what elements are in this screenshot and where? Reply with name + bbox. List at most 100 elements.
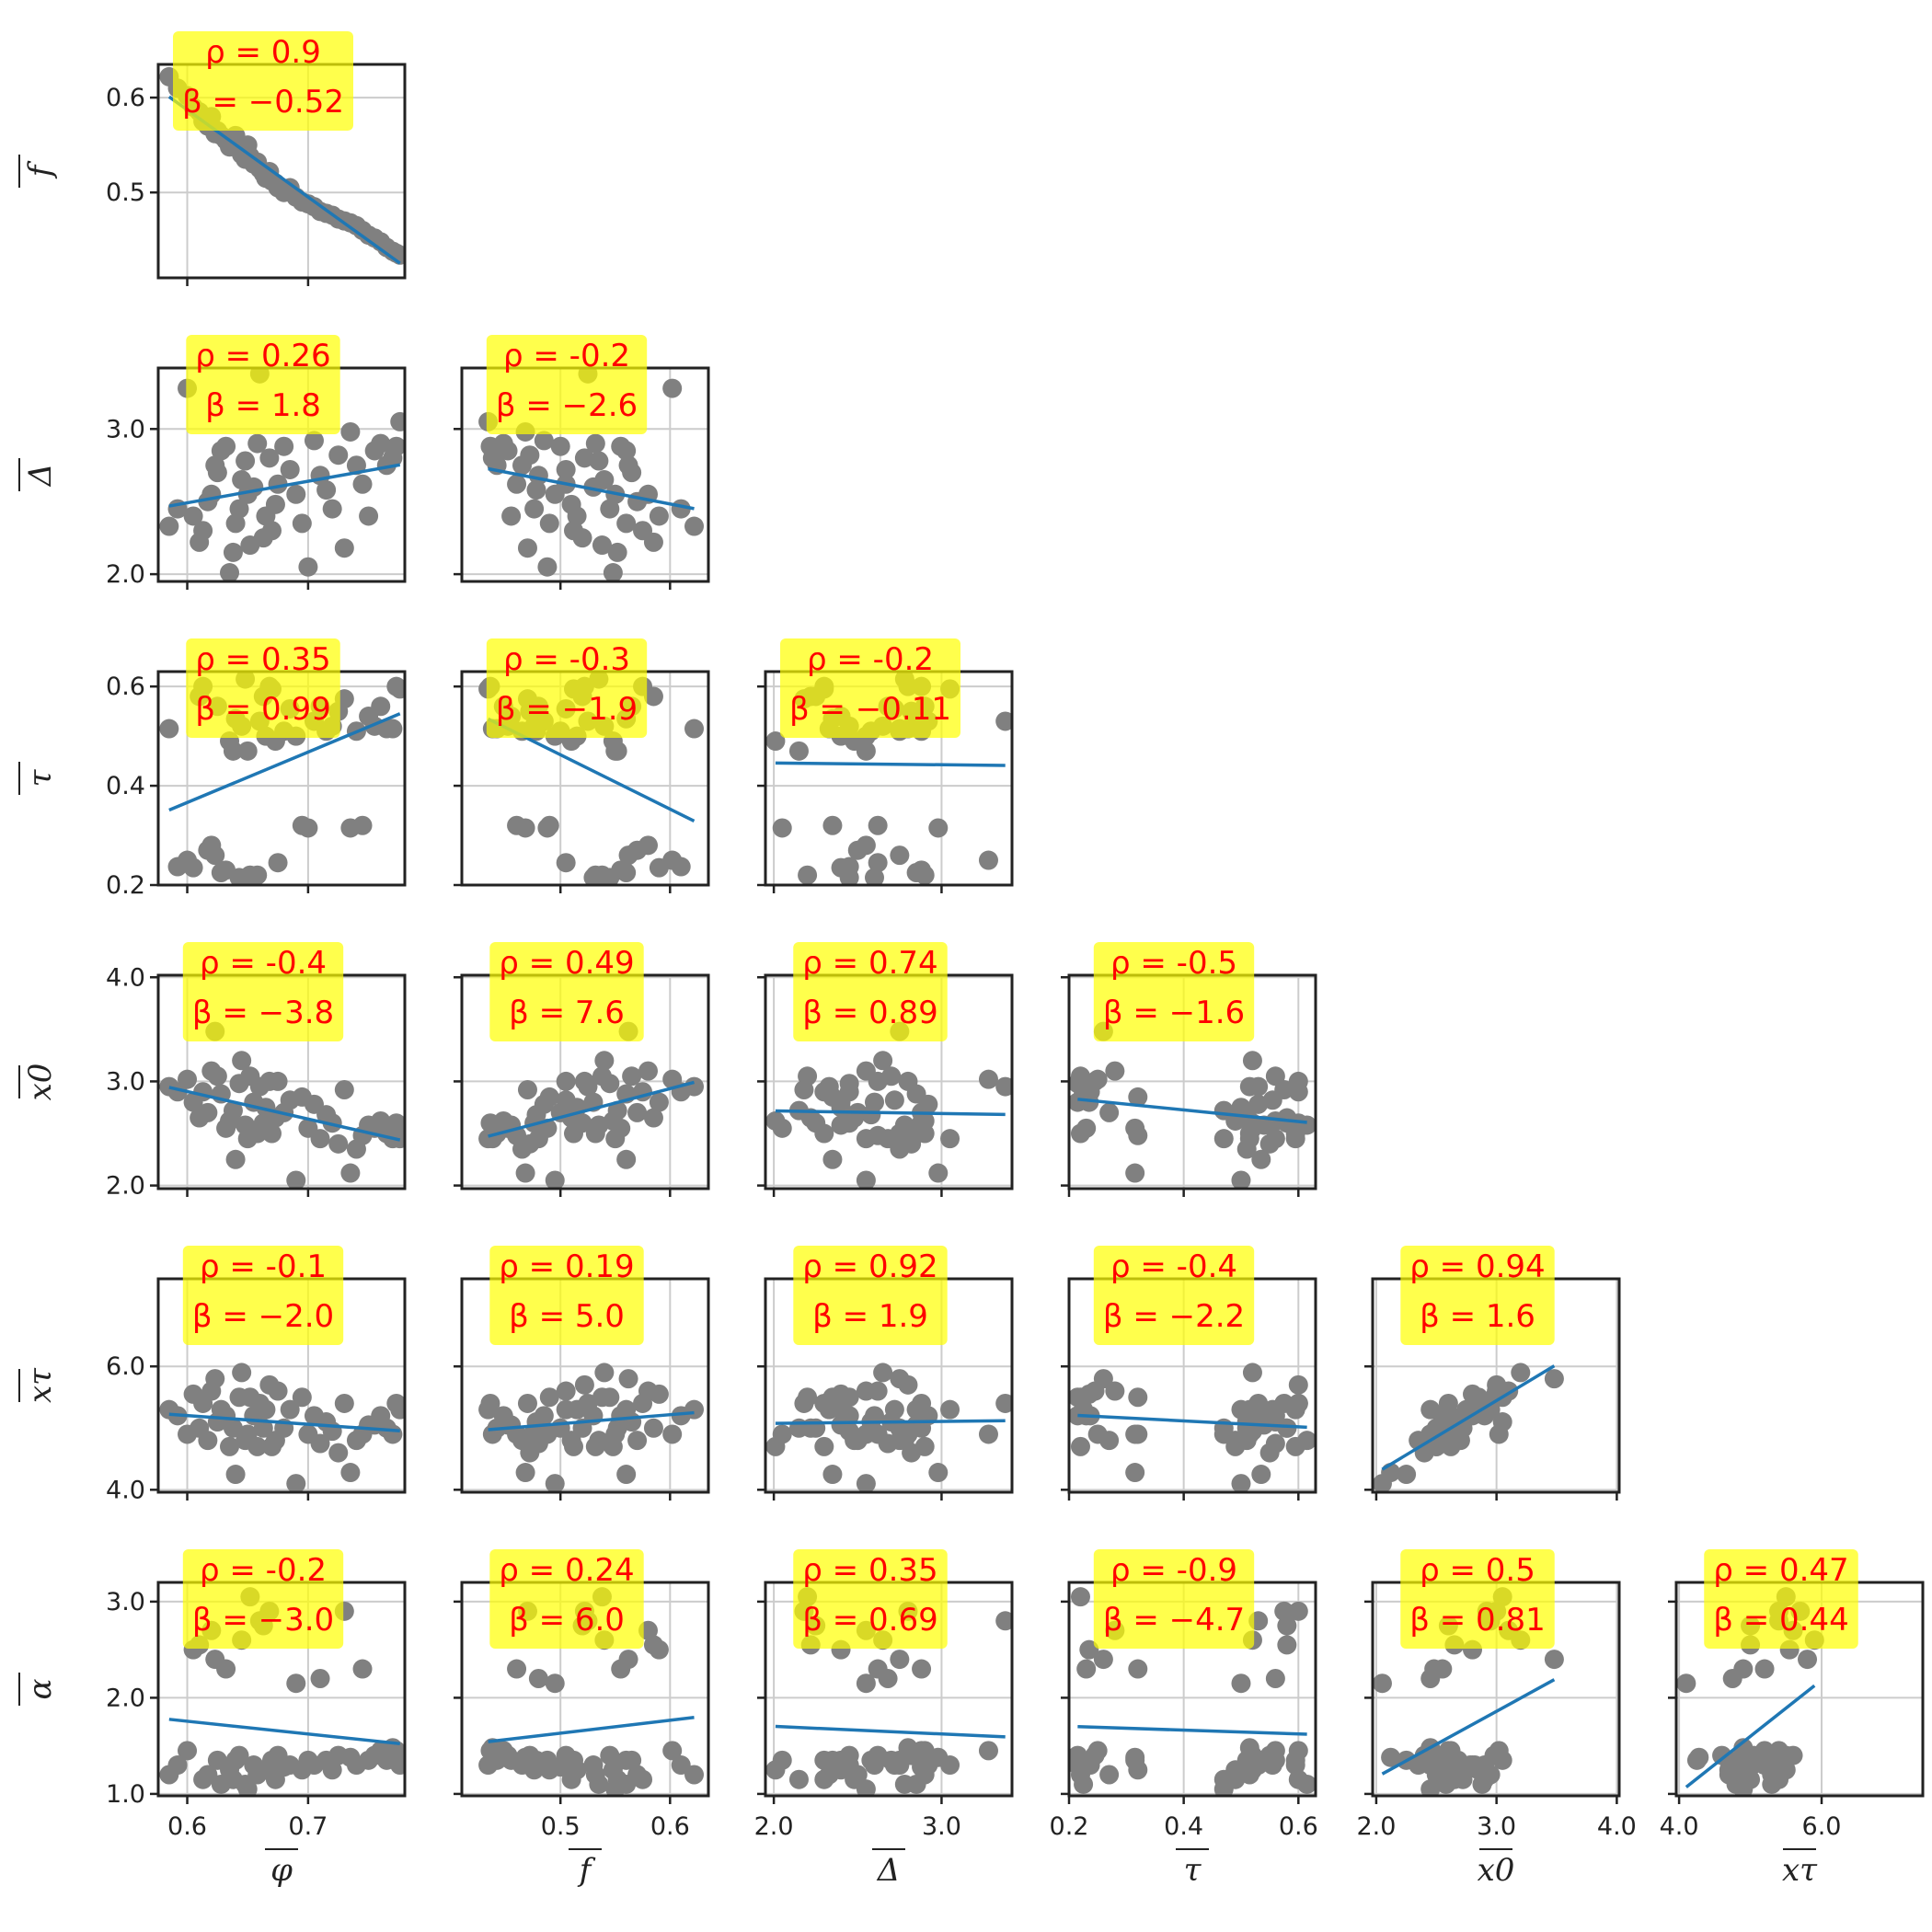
data-point	[788, 741, 809, 761]
beta-value: β = −1.9	[496, 691, 638, 728]
data-point	[1420, 1755, 1441, 1776]
x-axis-title: f	[577, 1852, 596, 1889]
panel-xtau-vs-x0: ρ = 0.94 β = 1.6	[1364, 1246, 1621, 1501]
data-point	[220, 563, 240, 581]
x-tick-label: 2.0	[754, 1812, 794, 1841]
data-point	[304, 431, 324, 451]
data-point	[583, 477, 604, 497]
regression-line	[1077, 1098, 1307, 1124]
data-point	[390, 679, 405, 699]
beta-value: β = 7.6	[509, 995, 625, 1031]
rho-value: ρ = 0.49	[499, 945, 634, 982]
data-point	[216, 1659, 236, 1679]
data-point	[1381, 1747, 1401, 1767]
data-point	[1762, 1755, 1782, 1776]
data-point	[585, 1123, 605, 1144]
data-point	[649, 857, 669, 878]
data-point	[995, 711, 1012, 731]
regression-line	[1381, 1364, 1556, 1471]
rho-value: ρ = -0.4	[1110, 1248, 1237, 1285]
data-point	[772, 1424, 792, 1444]
beta-value: β = 5.0	[509, 1298, 625, 1335]
data-point	[229, 499, 249, 519]
data-point	[603, 563, 623, 581]
correlation-annotation: ρ = 0.74 β = 0.89	[793, 942, 948, 1041]
data-point	[873, 1363, 893, 1383]
data-point	[1438, 1393, 1458, 1413]
data-point	[480, 1741, 500, 1761]
data-point	[765, 731, 786, 752]
data-point	[1085, 1745, 1105, 1765]
annotation-box	[182, 1549, 344, 1649]
data-point	[616, 513, 637, 534]
data-point	[268, 1071, 288, 1091]
data-point	[814, 1123, 834, 1144]
data-point	[898, 1071, 918, 1091]
data-point	[1277, 1635, 1297, 1655]
y-tick-label: 2.0	[106, 1684, 145, 1712]
data-point	[515, 1163, 535, 1183]
data-point	[310, 1433, 330, 1454]
data-point	[507, 815, 527, 835]
rho-value: ρ = 0.26	[195, 338, 330, 374]
panel-tau-vs-f: ρ = -0.3 β = −1.9	[454, 638, 710, 893]
annotation-box	[793, 1549, 948, 1649]
x-tick-label: 0.5	[541, 1812, 581, 1841]
data-point	[1285, 1755, 1305, 1776]
data-point	[1231, 1474, 1251, 1492]
data-point	[223, 1100, 243, 1121]
data-point	[592, 535, 612, 556]
data-point	[856, 1474, 876, 1492]
data-point	[1069, 1092, 1087, 1112]
data-point	[1248, 1076, 1269, 1097]
data-point	[585, 865, 605, 885]
data-point	[605, 741, 626, 761]
data-point	[225, 1149, 246, 1169]
panel-xtau-vs-Delta: ρ = 0.92 β = 1.9	[757, 1246, 1014, 1501]
data-point	[1265, 1110, 1285, 1131]
data-point	[1689, 1747, 1709, 1767]
y-axis-title: τ	[22, 768, 59, 787]
rho-value: ρ = 0.5	[1420, 1552, 1535, 1589]
data-point	[261, 521, 282, 541]
x-tick-label: 0.6	[1279, 1812, 1318, 1841]
correlation-annotation: ρ = -0.9 β = −4.7	[1093, 1549, 1255, 1649]
data-point	[563, 521, 583, 541]
data-point	[205, 845, 225, 866]
data-point	[978, 1069, 998, 1089]
data-point	[1242, 1051, 1262, 1071]
panel-tau-vs-Delta: ρ = -0.2 β = −0.11	[757, 638, 1014, 893]
x-tick-label: 3.0	[1477, 1812, 1516, 1841]
data-point	[1288, 1374, 1308, 1395]
data-point	[868, 853, 888, 873]
data-point	[268, 853, 288, 873]
data-point	[1733, 1738, 1754, 1758]
correlation-annotation: ρ = -0.2 β = −0.11	[780, 638, 960, 738]
panel-xtau-vs-tau: ρ = -0.4 β = −2.2	[1061, 1246, 1317, 1501]
data-point	[662, 1424, 683, 1444]
data-point	[585, 1436, 605, 1456]
data-point	[259, 448, 280, 468]
correlation-annotation: ρ = -0.2 β = −3.0	[182, 1549, 344, 1649]
data-point	[1424, 1659, 1444, 1679]
data-point	[286, 1170, 306, 1189]
data-point	[978, 1741, 998, 1761]
data-point	[223, 542, 243, 562]
regression-line	[775, 1419, 1006, 1425]
annotation-box	[1093, 942, 1255, 1041]
data-point	[662, 1741, 683, 1761]
data-point	[600, 1745, 620, 1765]
data-point	[856, 835, 876, 856]
panel-xtau-vs-f: ρ = 0.19 β = 5.0	[454, 1246, 710, 1501]
data-point	[978, 850, 998, 870]
data-point	[352, 1659, 373, 1679]
data-point	[334, 1079, 354, 1099]
data-point	[912, 1113, 932, 1133]
beta-value: β = 1.8	[205, 387, 321, 424]
regression-line	[488, 1080, 695, 1138]
data-point	[1079, 1639, 1099, 1660]
data-point	[1099, 1102, 1120, 1122]
data-point	[159, 719, 179, 739]
regression-line	[168, 1412, 400, 1432]
data-point	[1239, 1424, 1259, 1444]
